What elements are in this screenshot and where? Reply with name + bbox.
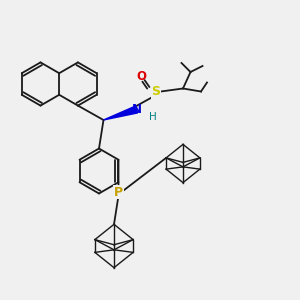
Polygon shape <box>103 106 138 120</box>
Text: S: S <box>152 85 160 98</box>
Text: H: H <box>149 112 157 122</box>
Text: P: P <box>114 185 123 199</box>
Text: N: N <box>131 103 142 116</box>
Text: O: O <box>136 70 147 83</box>
